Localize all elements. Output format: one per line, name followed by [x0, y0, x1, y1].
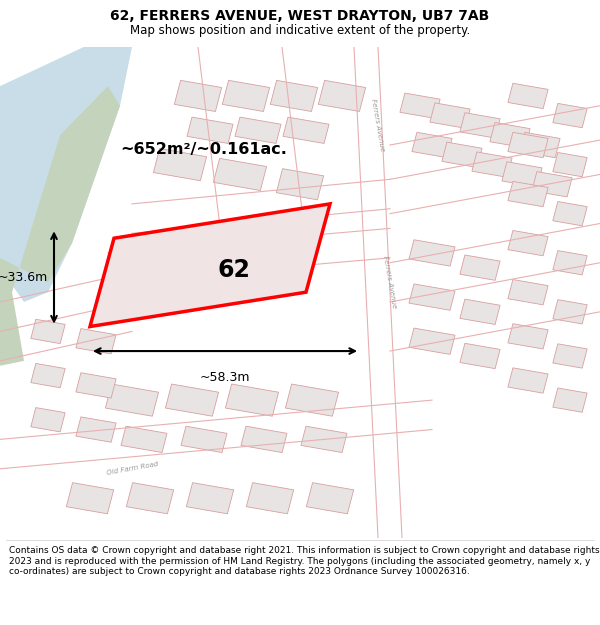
Polygon shape: [508, 231, 548, 256]
Polygon shape: [472, 152, 512, 178]
Polygon shape: [301, 426, 347, 452]
Polygon shape: [247, 482, 293, 514]
Polygon shape: [187, 482, 233, 514]
Polygon shape: [31, 408, 65, 432]
Polygon shape: [0, 47, 132, 302]
Text: 62, FERRERS AVENUE, WEST DRAYTON, UB7 7AB: 62, FERRERS AVENUE, WEST DRAYTON, UB7 7A…: [110, 9, 490, 23]
Polygon shape: [553, 299, 587, 324]
Polygon shape: [67, 482, 113, 514]
Polygon shape: [490, 122, 530, 148]
Polygon shape: [181, 426, 227, 452]
Polygon shape: [460, 299, 500, 324]
Polygon shape: [286, 384, 338, 416]
Polygon shape: [271, 81, 317, 111]
Polygon shape: [409, 240, 455, 266]
Text: Contains OS data © Crown copyright and database right 2021. This information is : Contains OS data © Crown copyright and d…: [9, 546, 599, 576]
Polygon shape: [412, 132, 452, 158]
Polygon shape: [241, 426, 287, 452]
Polygon shape: [400, 93, 440, 118]
Polygon shape: [235, 117, 281, 144]
Polygon shape: [508, 132, 548, 158]
Polygon shape: [76, 372, 116, 398]
Polygon shape: [283, 117, 329, 144]
Text: Old Farm Road: Old Farm Road: [106, 461, 158, 476]
Text: ~33.6m: ~33.6m: [0, 271, 48, 284]
Polygon shape: [76, 329, 116, 354]
Polygon shape: [214, 158, 266, 191]
Polygon shape: [553, 103, 587, 127]
Polygon shape: [508, 368, 548, 393]
Polygon shape: [0, 86, 120, 366]
Polygon shape: [90, 204, 330, 326]
Polygon shape: [127, 482, 173, 514]
Polygon shape: [175, 81, 221, 111]
Polygon shape: [409, 328, 455, 354]
Polygon shape: [154, 149, 206, 181]
Text: Ferrers Avenue: Ferrers Avenue: [382, 256, 398, 309]
Polygon shape: [226, 384, 278, 416]
Polygon shape: [508, 324, 548, 349]
Polygon shape: [460, 112, 500, 138]
Polygon shape: [409, 284, 455, 310]
Polygon shape: [553, 152, 587, 177]
Polygon shape: [76, 417, 116, 442]
Polygon shape: [508, 181, 548, 207]
Polygon shape: [532, 172, 572, 197]
Polygon shape: [508, 279, 548, 305]
Polygon shape: [442, 142, 482, 168]
Text: ~58.3m: ~58.3m: [200, 371, 250, 384]
Polygon shape: [319, 81, 365, 111]
Polygon shape: [460, 343, 500, 369]
Polygon shape: [187, 117, 233, 144]
Polygon shape: [430, 103, 470, 128]
Polygon shape: [31, 319, 65, 344]
Polygon shape: [520, 132, 560, 158]
Polygon shape: [508, 83, 548, 109]
Text: Map shows position and indicative extent of the property.: Map shows position and indicative extent…: [130, 24, 470, 36]
Polygon shape: [223, 81, 269, 111]
Polygon shape: [121, 426, 167, 452]
Polygon shape: [553, 251, 587, 275]
Polygon shape: [166, 384, 218, 416]
Polygon shape: [307, 482, 353, 514]
Text: ~652m²/~0.161ac.: ~652m²/~0.161ac.: [120, 142, 287, 158]
Text: 62: 62: [218, 258, 250, 282]
Text: Ferrers Avenue: Ferrers Avenue: [370, 99, 386, 152]
Polygon shape: [553, 201, 587, 226]
Polygon shape: [31, 364, 65, 388]
Polygon shape: [553, 388, 587, 412]
Polygon shape: [502, 162, 542, 187]
Polygon shape: [553, 344, 587, 368]
Polygon shape: [106, 384, 158, 416]
Polygon shape: [277, 169, 323, 200]
Polygon shape: [460, 255, 500, 281]
